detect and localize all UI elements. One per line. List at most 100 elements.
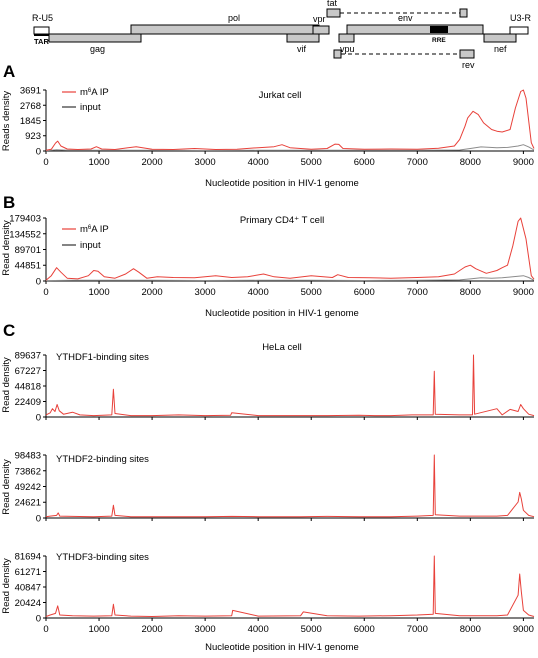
series-line-input bbox=[45, 144, 535, 152]
panel-c1-ylabel: Read density bbox=[1, 357, 12, 413]
x-tick-label: 0 bbox=[43, 287, 48, 298]
y-tick-label: 0 bbox=[36, 514, 41, 525]
series-line-m6a-ip bbox=[45, 89, 535, 151]
series-line-input bbox=[45, 275, 535, 282]
x-tick-label: 3000 bbox=[195, 287, 216, 298]
vpr-box bbox=[312, 25, 330, 35]
panel-c3-ylabel: Read density bbox=[1, 558, 12, 614]
panel-c-xlabel: Nucleotide position in HIV-1 genome bbox=[205, 642, 359, 653]
u3-r-box bbox=[509, 26, 529, 35]
x-tick-label: 6000 bbox=[354, 624, 375, 635]
y-tick-label: 1845 bbox=[20, 116, 41, 127]
panel-a-xlabel: Nucleotide position in HIV-1 genome bbox=[205, 178, 359, 189]
panel-c3-subtitle: YTHDF3-binding sites bbox=[56, 552, 149, 563]
panel-b: B Primary CD4⁺ T cell Read density 0 4485… bbox=[1, 193, 535, 319]
x-tick-label: 4000 bbox=[248, 624, 269, 635]
y-tick-label: 0 bbox=[36, 147, 41, 158]
panel-a-legend: m6A IP input bbox=[62, 87, 109, 113]
y-tick-label: 3691 bbox=[20, 86, 41, 97]
tat-label: tat bbox=[327, 0, 338, 8]
x-tick-label: 5000 bbox=[301, 287, 322, 298]
panel-c-title: HeLa cell bbox=[262, 342, 302, 353]
panel-a-plot: 0 923 1845 2768 3691 0 1000 2000 3000 4000 5000 600… bbox=[20, 86, 535, 168]
panel-c1-plot: 0 22409 44818 67227 89637 bbox=[15, 351, 535, 424]
x-tick-label: 5000 bbox=[301, 624, 322, 635]
genome-map: R-U5 TAR gag pol vif vpr tat vpu env RRE… bbox=[32, 0, 532, 70]
env-box bbox=[346, 24, 484, 35]
gag-box bbox=[48, 33, 142, 43]
x-tick-label: 6000 bbox=[354, 287, 375, 298]
vpu-label: vpu bbox=[340, 44, 355, 54]
panel-b-ylabel: Read density bbox=[1, 220, 12, 276]
x-tick-label: 1000 bbox=[88, 624, 109, 635]
nef-label: nef bbox=[494, 44, 507, 54]
y-tick-label: 0 bbox=[36, 277, 41, 288]
r-u5-label: R-U5 bbox=[32, 13, 53, 23]
y-tick-label: 44818 bbox=[15, 382, 41, 393]
y-tick-label: 73862 bbox=[15, 466, 41, 477]
tar-mark bbox=[34, 34, 49, 36]
series-line-binding-sites bbox=[45, 454, 535, 518]
y-tick-label: 67227 bbox=[15, 366, 41, 377]
series-line-binding-sites bbox=[45, 555, 535, 617]
y-tick-label: 22409 bbox=[15, 397, 41, 408]
y-tick-label: 24621 bbox=[15, 498, 41, 509]
panel-c2-ylabel: Read density bbox=[1, 459, 12, 515]
legend-input-label: input bbox=[80, 240, 101, 251]
x-tick-label: 8000 bbox=[460, 157, 481, 168]
y-tick-label: 134552 bbox=[9, 229, 41, 240]
x-tick-label: 8000 bbox=[460, 624, 481, 635]
panel-a-ylabel: Reads density bbox=[1, 91, 12, 151]
r-u5-box bbox=[33, 26, 50, 35]
x-tick-label: 0 bbox=[43, 624, 48, 635]
vpr-label: vpr bbox=[313, 14, 326, 24]
panel-a-letter: A bbox=[3, 62, 15, 81]
x-tick-label: 7000 bbox=[407, 157, 428, 168]
env-label: env bbox=[398, 13, 413, 23]
y-tick-label: 179403 bbox=[9, 214, 41, 225]
x-tick-label: 6000 bbox=[354, 157, 375, 168]
panel-c2-subtitle: YTHDF2-binding sites bbox=[56, 454, 149, 465]
y-tick-label: 0 bbox=[36, 614, 41, 625]
panel-c: C HeLa cell Read density Read density Re… bbox=[1, 321, 535, 653]
panel-a-title: Jurkat cell bbox=[259, 90, 302, 101]
x-tick-label: 7000 bbox=[407, 624, 428, 635]
y-tick-label: 20424 bbox=[15, 598, 41, 609]
vif-box bbox=[286, 33, 320, 43]
x-tick-label: 3000 bbox=[195, 624, 216, 635]
x-tick-label: 2000 bbox=[142, 624, 163, 635]
nef-box bbox=[483, 33, 517, 43]
panel-c1-subtitle: YTHDF1-binding sites bbox=[56, 352, 149, 363]
legend-input-label: input bbox=[80, 102, 101, 113]
x-tick-label: 9000 bbox=[513, 624, 534, 635]
u3-r-label: U3-R bbox=[510, 13, 532, 23]
y-tick-label: 98483 bbox=[15, 451, 41, 462]
x-tick-label: 4000 bbox=[248, 157, 269, 168]
x-tick-label: 5000 bbox=[301, 157, 322, 168]
panel-b-letter: B bbox=[3, 193, 15, 212]
rre-box bbox=[430, 26, 448, 33]
y-tick-label: 89637 bbox=[15, 351, 41, 362]
legend-ip-label: m6A IP bbox=[80, 87, 109, 98]
y-tick-label: 923 bbox=[25, 131, 41, 142]
panel-c-letter: C bbox=[3, 321, 15, 340]
legend-ip-label: m6A IP bbox=[80, 224, 109, 235]
x-tick-label: 2000 bbox=[142, 157, 163, 168]
series-line-binding-sites bbox=[45, 354, 535, 417]
pol-label: pol bbox=[228, 13, 240, 23]
gag-label: gag bbox=[90, 44, 105, 54]
x-tick-label: 1000 bbox=[88, 157, 109, 168]
panel-a: A Jurkat cell Reads density 0 923 1845 2768… bbox=[1, 62, 535, 189]
tat-exon2-box bbox=[459, 8, 468, 18]
tar-label: TAR bbox=[34, 37, 49, 46]
vif-label: vif bbox=[297, 44, 306, 54]
y-tick-label: 89701 bbox=[15, 245, 41, 256]
panel-c2-plot: 0 24621 49242 73862 98483 bbox=[15, 451, 535, 525]
x-tick-label: 3000 bbox=[195, 157, 216, 168]
x-tick-label: 0 bbox=[43, 157, 48, 168]
y-tick-label: 44851 bbox=[15, 261, 41, 272]
y-tick-label: 61271 bbox=[15, 567, 41, 578]
vpu-box bbox=[338, 33, 355, 43]
rre-label: RRE bbox=[432, 37, 446, 44]
